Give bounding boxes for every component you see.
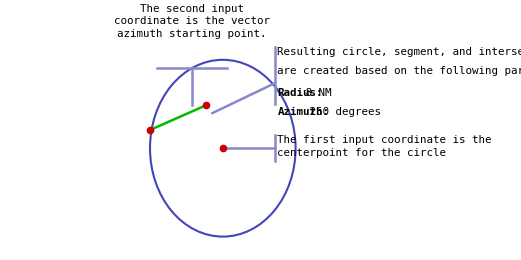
Text: Radius:: Radius: <box>277 88 323 98</box>
Text: 8 NM: 8 NM <box>299 88 331 98</box>
Text: The first input coordinate is the
centerpoint for the circle: The first input coordinate is the center… <box>277 135 492 158</box>
Text: Resulting circle, segment, and intersection point: Resulting circle, segment, and intersect… <box>277 47 521 57</box>
Text: Azimuth:: Azimuth: <box>277 107 329 117</box>
Text: The second input
coordinate is the vector
azimuth starting point.: The second input coordinate is the vecto… <box>114 4 269 39</box>
Text: 250 degrees: 250 degrees <box>303 107 381 117</box>
Text: are created based on the following parameters:: are created based on the following param… <box>277 66 521 76</box>
